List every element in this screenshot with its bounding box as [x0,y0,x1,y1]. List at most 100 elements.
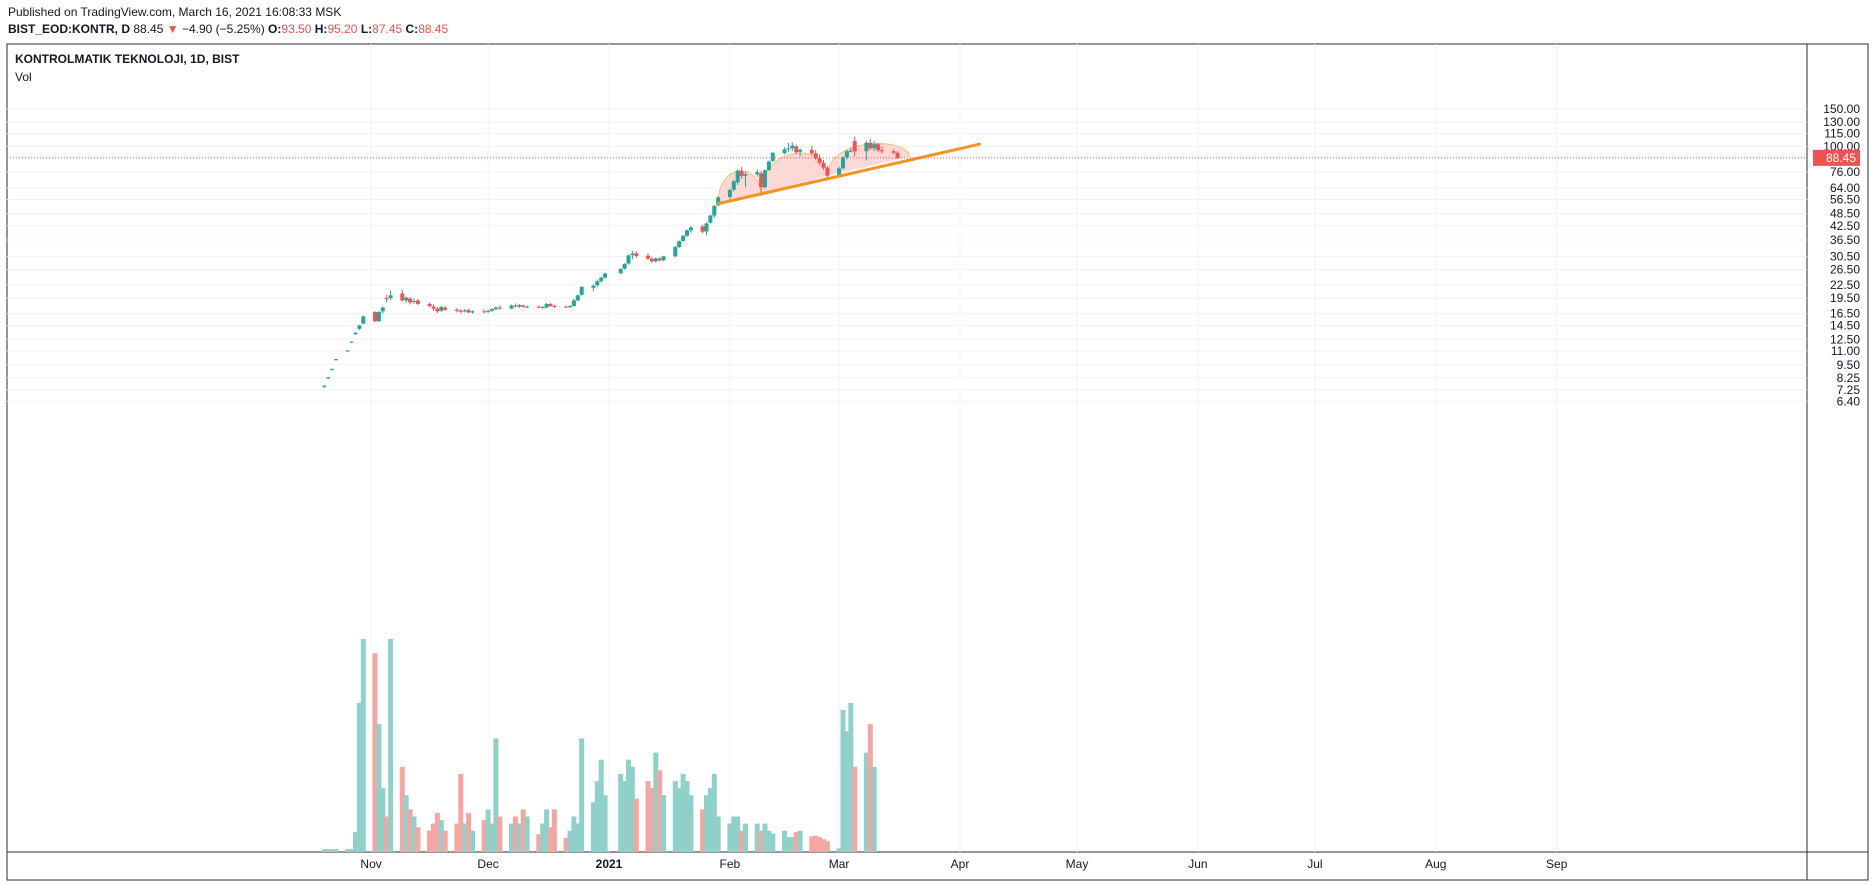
candle-body [763,170,767,188]
candle-body [544,303,549,308]
publish-info: Published on TradingView.com, March 16, … [8,5,342,19]
candle-body [490,309,494,311]
candle-body [454,309,459,311]
candle-body [622,263,627,269]
volume-bar [817,837,823,852]
candle-body [540,307,545,309]
y-tick-label: 8.25 [1837,371,1861,385]
candle-body [388,295,393,299]
volume-bar [793,832,799,852]
candle-body [439,307,444,311]
candle-body [345,350,350,352]
volume-bar [399,766,405,852]
candle-body [568,306,572,308]
symbol-name[interactable]: BIST_EOD:KONTR, D [8,22,131,36]
volume-bar [438,820,444,852]
volume-bar [345,849,351,852]
candle-body [334,359,338,361]
volume-bar [626,759,631,852]
candle-body [634,253,639,256]
candle-body [525,306,530,308]
volume-bar [403,795,409,852]
candle-body [326,377,331,379]
x-tick-label: Jun [1188,857,1207,871]
volume-bar [852,766,858,852]
price-change: −4.90 (−5.25%) [181,22,265,36]
candle-body [415,300,420,304]
volume-bar [489,823,495,852]
volume-bar [466,812,472,852]
candle-body [681,235,686,241]
neckline-trendline[interactable] [716,142,981,206]
candle-body [727,189,732,198]
candle-body [688,227,693,231]
volume-bar [411,816,417,852]
y-tick-label: 130.00 [1823,115,1860,129]
candle-body [408,298,413,303]
y-tick-label: 6.40 [1837,394,1861,408]
volume-bar [388,639,394,852]
volume-bar [462,823,468,852]
volume-bar [524,816,530,852]
candle-body [782,149,787,154]
volume-bar [442,830,448,852]
candle-body [591,285,596,288]
volume-bar [512,816,518,852]
candle-body [380,307,385,312]
volume-bar [758,830,764,852]
volume-bar [707,788,713,852]
candle-body [470,311,475,313]
candle-body [759,173,764,188]
candle-body [790,145,795,149]
price-axis[interactable]: 150.00130.00115.00100.0076.0064.0056.504… [1823,102,1860,408]
volume-bar [700,809,706,852]
volume-bar [661,795,667,852]
candle-body [618,268,623,274]
candle-body [443,307,448,310]
volume-bar [766,830,772,852]
candle-body [872,144,877,149]
candle-body [404,297,409,301]
volume-bar [871,766,877,852]
candle-body [575,295,580,301]
candle-body [813,153,818,159]
candle-body [513,305,518,307]
volume-indicator-label[interactable]: Vol [15,70,32,84]
y-tick-label: 7.25 [1837,383,1861,397]
volume-bar [376,724,382,852]
candle-body [400,293,405,301]
volume-bar [497,816,503,852]
y-tick-label: 64.00 [1830,181,1860,195]
candle-body [731,181,736,190]
candle-body [626,255,631,264]
volume-bar [349,849,355,852]
y-tick-label: 26.50 [1830,263,1860,277]
candle-body [330,368,335,370]
volume-bar [516,823,522,852]
volume-bar [485,809,491,852]
candle-body [649,258,654,262]
volume-bar [329,849,335,852]
volume-bar [321,849,327,852]
candle-body [517,304,522,307]
volume-bar [727,823,733,852]
time-axis[interactable]: Nov Dec 2021 Feb Mar Apr May Jun Jul Aug Sep [360,857,1567,871]
candle-body [743,174,748,176]
candle-body [766,161,771,171]
volume-bar [649,788,655,852]
candle-body [646,255,650,259]
volume-bar [762,823,768,852]
candle-body [712,206,717,216]
volume-bar [653,752,659,852]
open-value: 93.50 [281,22,312,36]
volume-bar [684,781,690,852]
high-label: H: [314,22,328,36]
volume-bar [782,830,787,852]
y-tick-label: 115.00 [1824,127,1860,141]
down-arrow-icon: ▼ [166,22,179,36]
candle-body [653,258,658,262]
candle-body [466,310,471,313]
last-price: 88.45 [133,22,164,36]
candle-body [564,306,569,308]
